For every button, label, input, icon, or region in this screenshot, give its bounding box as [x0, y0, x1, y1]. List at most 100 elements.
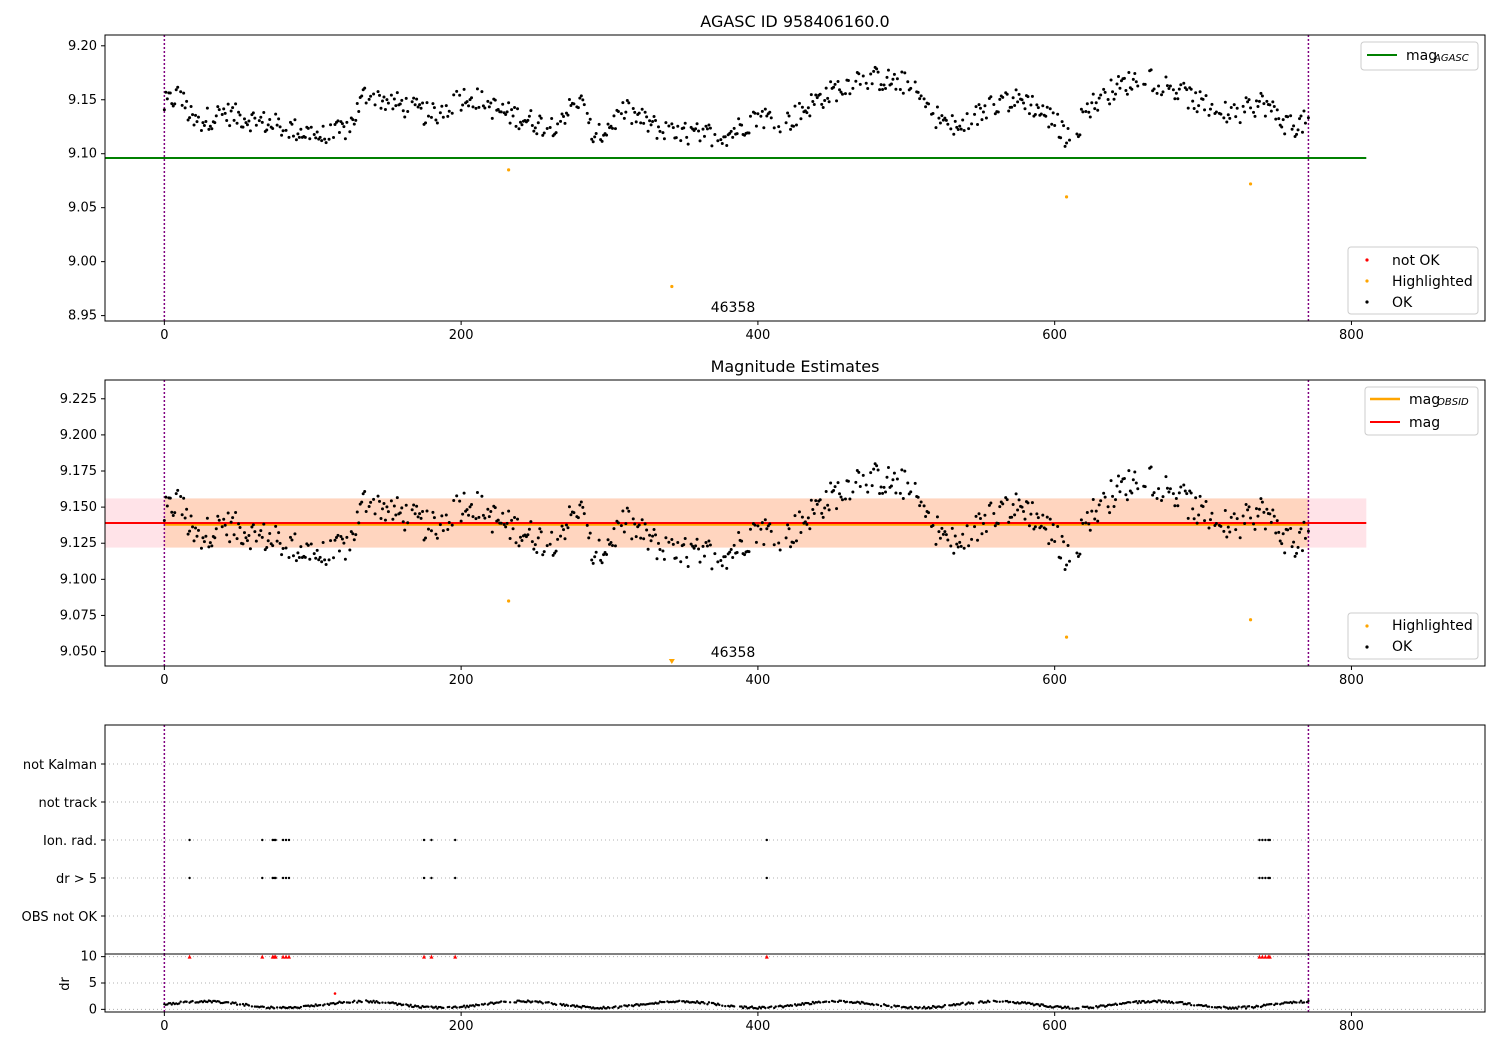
ok-point — [314, 556, 318, 560]
ok-point — [843, 497, 847, 501]
dr-point — [378, 1001, 381, 1005]
ok-point — [1229, 105, 1233, 109]
ok-point — [446, 114, 450, 118]
ok-point — [664, 536, 668, 540]
x-tick-label: 400 — [745, 1019, 770, 1034]
ok-point — [913, 481, 917, 485]
ok-point — [572, 511, 576, 515]
ok-point — [1007, 520, 1011, 524]
ok-point — [894, 87, 898, 91]
ok-point — [1029, 512, 1033, 516]
ok-point — [253, 530, 257, 534]
ok-point — [539, 116, 543, 120]
ok-point — [1283, 132, 1287, 136]
ok-point — [1108, 511, 1112, 515]
ok-point — [435, 536, 439, 540]
ok-point — [768, 110, 772, 114]
ok-point — [643, 522, 647, 526]
ok-point — [315, 548, 319, 552]
ok-point — [496, 518, 500, 522]
ok-point — [922, 97, 926, 101]
ok-point — [872, 467, 876, 471]
ok-point — [380, 99, 384, 103]
y-tick-label: 9.075 — [60, 608, 97, 623]
legend-ok-2: OK — [1392, 639, 1413, 655]
ok-point — [846, 78, 850, 82]
ok-point — [199, 128, 203, 132]
ok-point — [452, 93, 456, 97]
ok-point — [550, 117, 554, 121]
ok-point — [229, 520, 233, 524]
ok-point — [1256, 104, 1260, 108]
ok-point — [217, 108, 221, 112]
ok-point — [1203, 108, 1207, 112]
ok-point — [1293, 135, 1297, 139]
dr-point — [467, 1005, 470, 1009]
ok-point — [651, 534, 655, 538]
ok-point — [772, 126, 776, 130]
ok-point — [351, 118, 355, 122]
ok-point — [686, 565, 690, 569]
ok-point — [959, 127, 963, 131]
dr-point — [839, 999, 843, 1003]
ok-point — [297, 555, 301, 559]
ok-point — [1047, 125, 1051, 129]
ok-point — [1091, 92, 1095, 96]
ok-point — [426, 114, 430, 118]
ok-point — [967, 544, 971, 548]
ok-point — [535, 132, 539, 136]
ok-point — [1176, 504, 1180, 508]
dr-point — [566, 1004, 570, 1007]
ok-point — [682, 543, 686, 547]
ok-point — [1033, 525, 1037, 529]
ok-point — [164, 495, 168, 499]
ok-point — [1136, 487, 1140, 491]
ok-point — [419, 106, 423, 110]
ok-point — [176, 488, 180, 492]
dr-point — [170, 1003, 173, 1006]
ok-point — [984, 529, 988, 533]
ok-point — [832, 85, 836, 89]
flag-point — [1261, 838, 1264, 842]
highlighted-point — [1248, 182, 1253, 186]
dr-point — [499, 1000, 503, 1003]
ok-point — [1194, 496, 1198, 500]
ok-point — [1059, 136, 1063, 140]
ok-point — [367, 97, 371, 101]
ok-point — [1035, 512, 1039, 516]
ok-point — [944, 118, 948, 122]
ok-point — [671, 542, 675, 546]
ok-point — [1244, 96, 1248, 100]
dr-point — [275, 1006, 279, 1009]
ok-point — [204, 120, 208, 124]
ok-point — [1198, 90, 1202, 94]
dr-clipped-marker — [1263, 954, 1268, 959]
ok-point — [450, 111, 454, 115]
ok-point — [1059, 556, 1063, 560]
ok-point — [1192, 517, 1196, 521]
ok-point — [652, 114, 656, 118]
ok-point — [934, 542, 938, 546]
ok-point — [194, 113, 198, 117]
ok-point — [1124, 89, 1128, 93]
ok-point — [425, 101, 429, 105]
ok-point — [854, 480, 858, 484]
highlighted-point — [1064, 195, 1069, 199]
dr-point — [323, 1003, 326, 1006]
ok-point — [918, 97, 922, 101]
ok-point — [290, 122, 294, 126]
ok-point — [806, 516, 810, 520]
ok-point — [563, 121, 567, 125]
ok-point — [1041, 104, 1045, 108]
ok-point — [1189, 87, 1193, 91]
ok-point — [567, 505, 571, 509]
ok-point — [731, 555, 735, 559]
ok-point — [697, 129, 701, 133]
ok-point — [207, 545, 211, 549]
ok-point — [299, 127, 303, 131]
ok-point — [413, 512, 417, 516]
ok-point — [809, 498, 813, 502]
ok-point — [474, 517, 478, 521]
magnitude-estimates-frame — [104, 379, 1486, 667]
dr-point — [879, 1004, 883, 1008]
